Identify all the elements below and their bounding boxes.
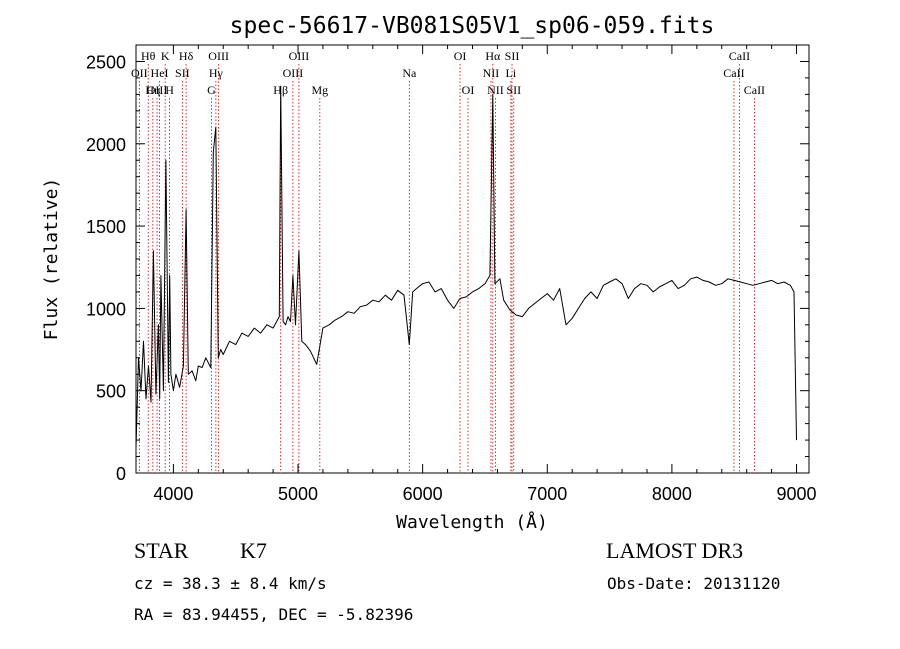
- spectral-line-label: K: [161, 49, 170, 63]
- spectral-line-label: NII: [487, 83, 504, 97]
- spectral-line-label: OII: [131, 66, 148, 80]
- spectral-line-label: CaII: [744, 83, 765, 97]
- spectral-line-label: G: [207, 83, 216, 97]
- chart-title: spec-56617-VB081S05V1_sp06-059.fits: [230, 13, 715, 39]
- y-tick-label: 2500: [86, 52, 126, 72]
- redshift-value: cz = 38.3 ± 8.4 km/s: [134, 574, 327, 593]
- spectrum-line: [135, 85, 797, 449]
- spectral-line-label: OIII: [208, 49, 229, 63]
- y-axis-title: Flux (relative): [41, 178, 62, 341]
- spectral-line-label: Hδ: [179, 49, 194, 63]
- spectral-line-label: SII: [506, 83, 521, 97]
- spectral-line-label: Hα: [485, 49, 501, 63]
- plot-frame: [135, 44, 810, 474]
- spectral-line-label: NII: [483, 66, 500, 80]
- spectral-line-label: HeI: [151, 66, 169, 80]
- x-axis-title: Wavelength (Å): [396, 511, 548, 533]
- spectrum-series: [135, 85, 797, 449]
- spectral-line-label: OIII: [147, 83, 168, 97]
- spectral-line-label: OIII: [289, 49, 310, 63]
- x-axis: 4000 5000 6000 7000 8000 9000: [153, 45, 817, 504]
- spectral-line-label: Hη: [145, 83, 160, 97]
- spectral-line-label: Hθ: [141, 49, 156, 63]
- x-tick-label: 4000: [153, 484, 193, 504]
- spectral-line-label: Li: [506, 66, 517, 80]
- spectral-line-label: Mg: [311, 83, 328, 97]
- survey-name: LAMOST DR3: [606, 538, 743, 563]
- x-tick-label: 8000: [652, 484, 692, 504]
- y-tick-label: 0: [116, 464, 126, 484]
- spectral-line-markers: [138, 64, 755, 473]
- spectral-line-label: Hγ: [209, 66, 224, 80]
- coordinates: RA = 83.94455, DEC = -5.82396: [134, 605, 413, 624]
- object-subclass: K7: [240, 538, 267, 563]
- x-tick-label: 5000: [278, 484, 318, 504]
- spectral-line-label: OI: [454, 49, 467, 63]
- obs-date: Obs-Date: 20131120: [607, 574, 780, 593]
- spectral-line-label: SII: [175, 66, 190, 80]
- y-axis: 0 500 1000 1500 2000 2500: [86, 44, 809, 484]
- y-tick-label: 1500: [86, 217, 126, 237]
- y-tick-label: 1000: [86, 299, 126, 319]
- spectral-line-label: CaII: [723, 66, 744, 80]
- spectral-line-label: CaII: [729, 49, 750, 63]
- object-class: STAR: [134, 538, 189, 563]
- spectral-line-label: Na: [402, 66, 417, 80]
- y-tick-label: 2000: [86, 135, 126, 155]
- x-tick-label: 6000: [403, 484, 443, 504]
- spectral-line-label: OI: [462, 83, 475, 97]
- spectral-line-label: OIII: [283, 66, 304, 80]
- spectral-line-label: H: [165, 83, 174, 97]
- x-tick-label: 7000: [527, 484, 567, 504]
- spectral-line-label: SII: [505, 49, 520, 63]
- y-tick-label: 500: [96, 382, 126, 402]
- x-tick-label: 9000: [777, 484, 817, 504]
